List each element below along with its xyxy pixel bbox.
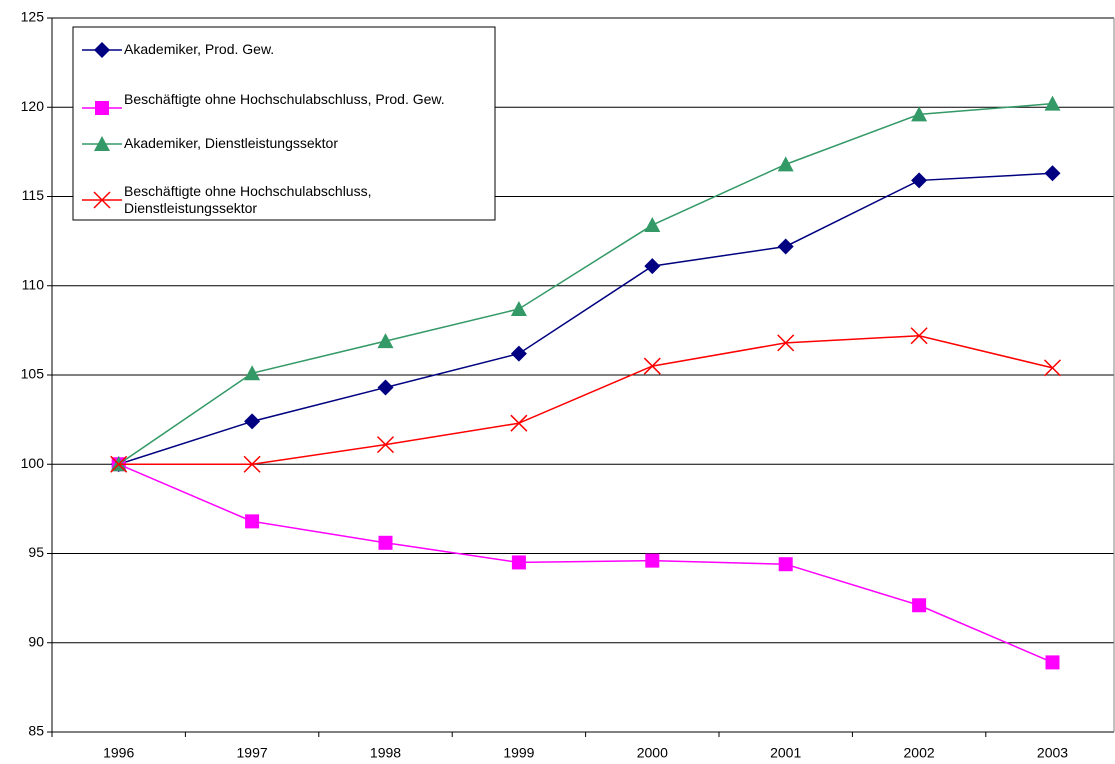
legend-box [72,26,496,221]
marker [778,557,793,572]
marker [511,555,526,570]
series-line [118,172,1053,465]
y-tick-label: 105 [21,366,45,382]
y-tick-label: 85 [28,723,44,739]
legend-label-box: Beschäftigte ohne Hochschulabschluss, Di… [124,183,372,216]
marker [911,106,928,122]
marker [110,455,128,473]
legend-marker [95,101,109,115]
x-tick-label: 1997 [237,745,268,761]
y-tick-label: 120 [21,98,45,114]
marker [645,553,660,568]
marker [643,357,661,375]
x-tick-label: 2003 [1037,745,1068,761]
x-tick-label: 1998 [370,745,401,761]
series-line [118,334,1053,465]
marker [243,455,261,473]
legend-marker [93,191,111,209]
y-tick-label: 100 [21,455,45,471]
y-tick-label: 110 [22,276,45,292]
legend-label: Beschäftigte ohne Hochschulabschluss, Di… [124,183,372,216]
marker [777,238,794,255]
x-tick-label: 2001 [770,745,801,761]
series-line [118,102,1053,465]
marker [245,514,260,529]
legend-label: Beschäftigte ohne Hochschulabschluss, Pr… [124,91,445,107]
x-tick-label: 2000 [637,745,668,761]
x-tick-label: 1999 [503,745,534,761]
y-tick-label: 115 [22,187,45,203]
marker [1044,165,1061,182]
legend-marker [94,42,110,58]
marker [644,217,661,233]
legend-label: Akademiker, Dienstleistungssektor [124,135,338,151]
legend-label-box: Beschäftigte ohne Hochschulabschluss, Pr… [124,91,445,107]
y-tick-label: 125 [21,9,45,25]
marker [244,365,261,381]
legend-label-box: Akademiker, Dienstleistungssektor [124,135,338,151]
marker [777,156,794,172]
marker [376,436,395,454]
marker [378,535,393,550]
marker [510,300,527,316]
marker [1045,655,1060,670]
x-tick-label: 1996 [103,745,134,761]
series-line [118,463,1053,664]
marker [377,333,394,349]
marker [244,413,261,430]
legend: Akademiker, Prod. Gew. Beschäftigte ohne … [72,26,496,221]
marker [510,345,527,362]
marker [1043,359,1062,377]
marker [377,379,394,396]
y-tick-label: 90 [28,633,44,649]
marker [644,258,661,275]
marker [1044,95,1061,111]
legend-label: Akademiker, Prod. Gew. [124,41,275,57]
legend-label-box: Akademiker, Prod. Gew. [124,41,275,57]
marker [510,414,528,432]
y-tick-label: 95 [28,544,44,560]
marker [777,334,795,352]
x-tick-label: 2002 [904,745,935,761]
marker [912,598,927,613]
marker [911,172,928,189]
marker [910,327,928,345]
legend-marker [94,136,110,151]
